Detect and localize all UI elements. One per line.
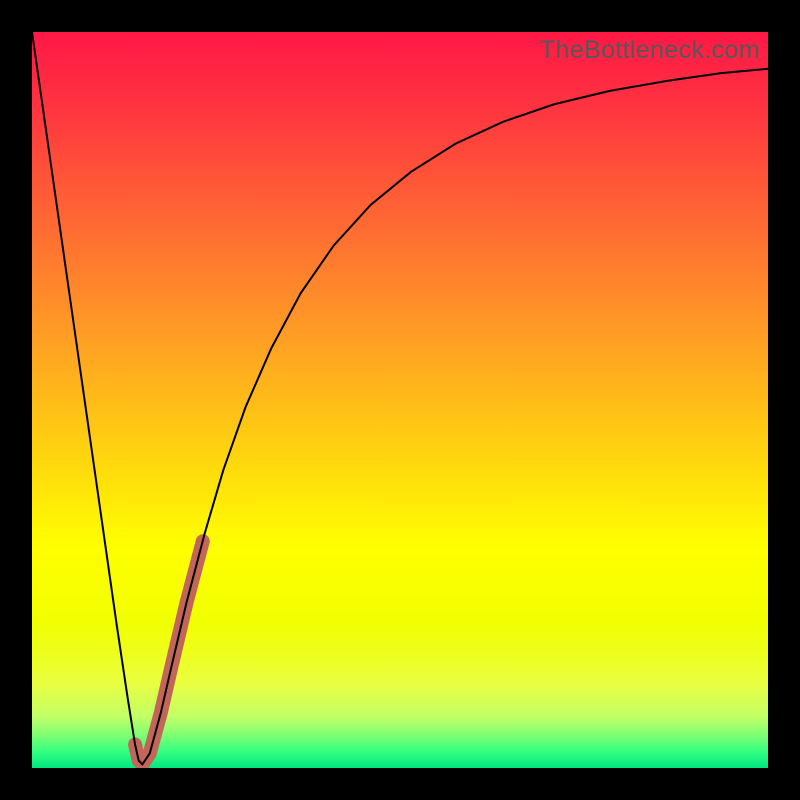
curves-layer: [32, 32, 768, 768]
bottleneck-highlight-segment: [135, 541, 203, 764]
bottleneck-curve: [32, 32, 768, 764]
plot-area: TheBottleneck.com: [32, 32, 768, 768]
chart-container: TheBottleneck.com: [0, 0, 800, 800]
watermark-text: TheBottleneck.com: [540, 36, 760, 65]
